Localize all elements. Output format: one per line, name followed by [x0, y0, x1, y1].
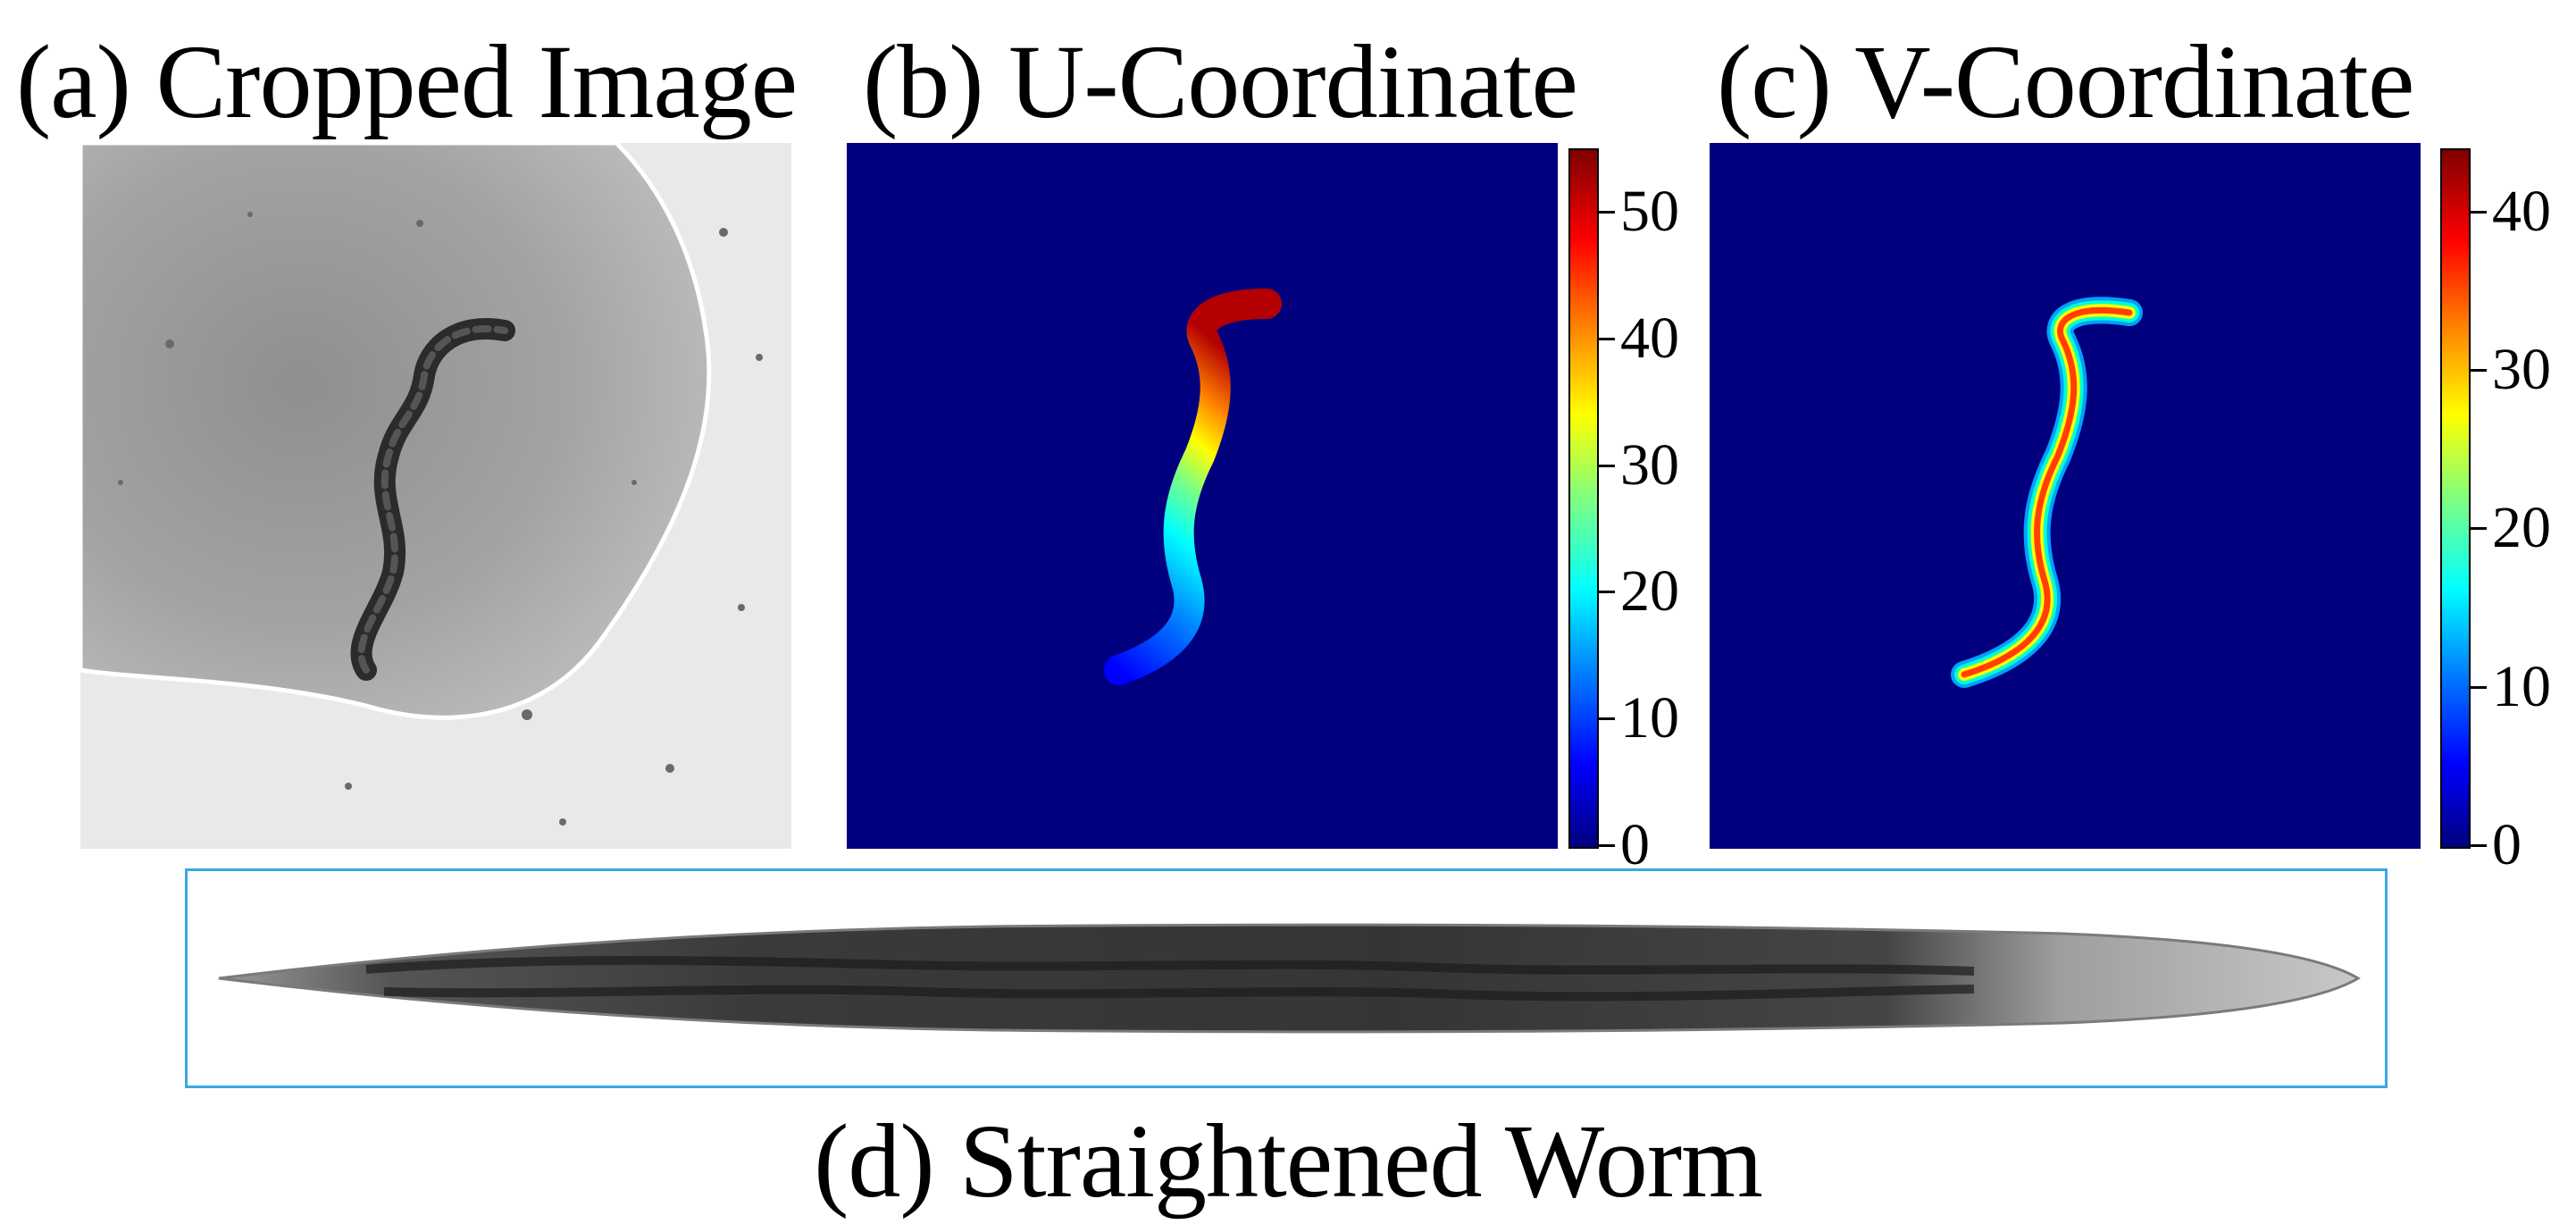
b-colorbar-tick: [1599, 210, 1615, 214]
panel-d-title: (d) Straightened Worm: [814, 1102, 1763, 1220]
straightened-worm-image: [185, 868, 2388, 1088]
b-colorbar-tick: [1599, 337, 1615, 340]
b-colorbar-tick: [1599, 591, 1615, 594]
panel-b-title: (b) U-Coordinate: [863, 23, 1578, 140]
c-colorbar-tick: [2471, 844, 2487, 847]
b-colorbar-tick-label: 50: [1620, 178, 1679, 244]
b-colorbar-tick: [1599, 717, 1615, 721]
b-colorbar-tick: [1599, 844, 1615, 847]
b-colorbar-tick: [1599, 464, 1615, 467]
panel-c-title: (c) V-Coordinate: [1717, 23, 2414, 140]
b-colorbar-tick-label: 0: [1620, 812, 1650, 877]
c-colorbar-tick-label: 20: [2492, 495, 2551, 561]
v-coordinate-map: [1710, 143, 2421, 849]
u-coordinate-map: [847, 143, 1558, 849]
c-colorbar-tick-label: 0: [2492, 812, 2522, 877]
u-colorbar: [1568, 148, 1599, 849]
c-colorbar-tick: [2471, 369, 2487, 373]
b-colorbar-tick-label: 20: [1620, 558, 1679, 625]
b-colorbar-tick-label: 10: [1620, 685, 1679, 751]
c-colorbar-tick: [2471, 527, 2487, 531]
c-colorbar-tick-label: 10: [2492, 653, 2551, 719]
c-colorbar-tick-label: 30: [2492, 337, 2551, 403]
c-colorbar-tick: [2471, 210, 2487, 214]
cropped-image: [80, 143, 791, 849]
c-colorbar-tick: [2471, 685, 2487, 689]
panel-a-title: (a) Cropped Image: [16, 23, 798, 140]
b-colorbar-tick-label: 40: [1620, 305, 1679, 371]
b-colorbar-tick-label: 30: [1620, 432, 1679, 498]
c-colorbar-tick-label: 40: [2492, 178, 2551, 244]
v-colorbar: [2440, 148, 2471, 849]
